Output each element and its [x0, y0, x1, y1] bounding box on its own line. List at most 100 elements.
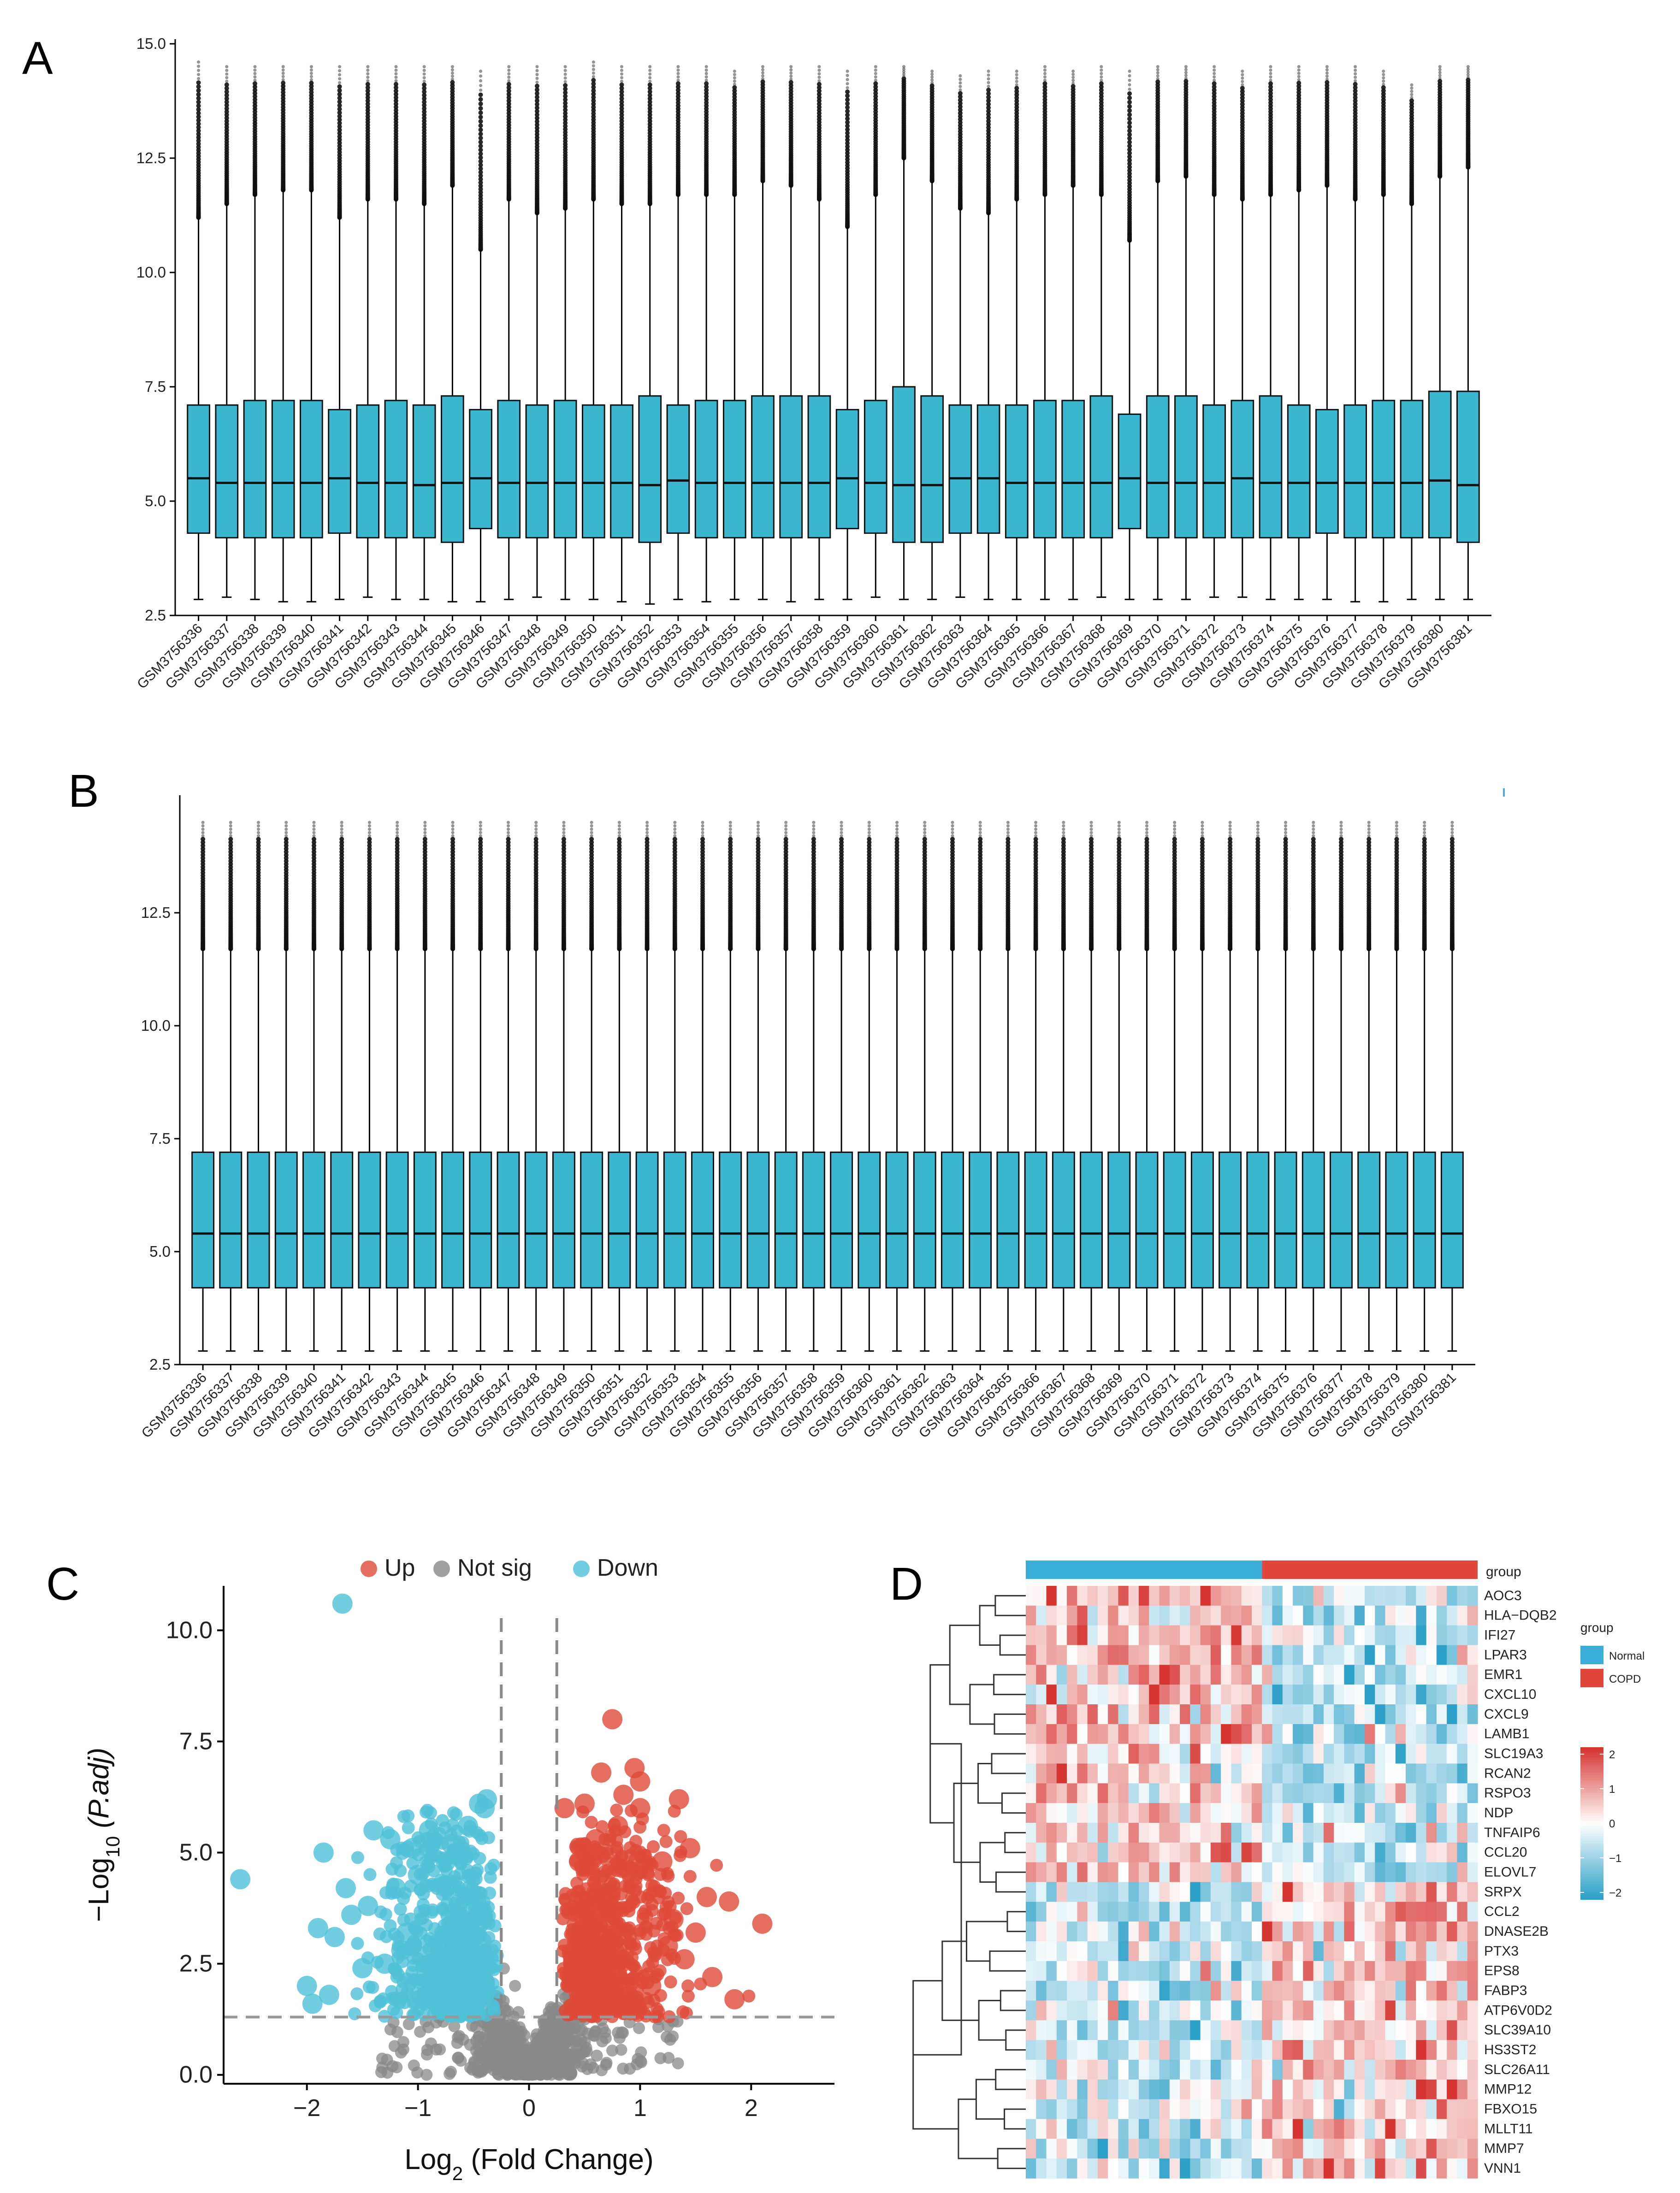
outlier-points [478, 821, 483, 952]
outlier-point [1184, 77, 1188, 80]
outlier-point [701, 831, 704, 834]
outlier-points [563, 65, 568, 211]
outlier-point [337, 131, 342, 136]
outlier-points [252, 65, 257, 197]
outlier-point [196, 111, 201, 116]
outlier-point [1015, 76, 1018, 80]
box [524, 1151, 548, 1289]
outlier-point [340, 821, 343, 824]
outlier-point [1127, 104, 1132, 109]
outlier-point [676, 68, 680, 72]
outlier-point [224, 106, 229, 111]
outlier-point [423, 828, 427, 831]
outlier-point [732, 85, 737, 90]
outlier-point [1043, 75, 1047, 79]
outlier-points [533, 821, 538, 952]
outlier-points [281, 65, 286, 193]
outlier-point [930, 78, 934, 82]
outlier-point [789, 65, 793, 69]
outlier-point [365, 92, 370, 97]
outlier-point [701, 828, 704, 831]
outlier-point [591, 95, 596, 100]
outlier-point [1410, 93, 1414, 96]
outlier-point [1156, 77, 1159, 81]
outlier-point [393, 98, 398, 103]
box [666, 404, 690, 534]
outlier-point [1184, 68, 1188, 71]
outlier-point [479, 824, 482, 828]
outlier-point [817, 68, 821, 72]
outlier-point [590, 824, 593, 828]
outlier-point [479, 828, 482, 831]
outlier-point [648, 79, 652, 83]
outlier-point [647, 103, 652, 108]
outlier-point [673, 831, 677, 834]
outlier-points [1240, 70, 1245, 202]
outlier-point [1100, 78, 1103, 82]
outlier-point [534, 98, 539, 103]
outlier-point [1127, 124, 1132, 130]
outlier-point [393, 85, 398, 90]
outlier-point [728, 837, 733, 842]
outlier-point [201, 834, 205, 838]
outlier-point [617, 824, 621, 828]
outlier-point [224, 112, 229, 118]
outlier-point [281, 83, 286, 89]
outlier-point [338, 65, 342, 69]
outlier-point [840, 824, 843, 828]
outlier-point [252, 94, 257, 99]
outlier-points [645, 821, 650, 952]
outlier-point [1241, 83, 1244, 87]
outlier-point [563, 90, 568, 95]
outlier-point [675, 94, 680, 99]
box [774, 1151, 798, 1289]
outlier-point [534, 119, 539, 124]
outlier-point [704, 94, 709, 99]
outlier-point [895, 828, 899, 831]
outlier-point [561, 837, 566, 842]
outlier-point [789, 71, 793, 75]
outlier-point [1042, 81, 1047, 86]
outlier-point [337, 106, 342, 112]
outlier-points [1212, 65, 1217, 197]
panel-label-d: D [890, 1558, 923, 1610]
outlier-point [562, 831, 566, 834]
outlier-point [647, 93, 652, 98]
y-tick-label: 2.5 [149, 1356, 171, 1373]
outlier-point [1241, 70, 1244, 73]
outlier-points [839, 821, 844, 952]
outlier-point [478, 140, 483, 145]
outlier-point [507, 68, 511, 72]
outlier-point [784, 821, 788, 824]
outlier-point [1071, 76, 1075, 79]
outlier-point [728, 821, 732, 824]
outlier-points [1296, 65, 1301, 193]
outlier-point [1240, 86, 1245, 91]
outlier-point [1213, 65, 1216, 69]
outlier-point [225, 72, 229, 76]
outlier-point [645, 824, 649, 828]
box [1287, 404, 1311, 538]
box [553, 400, 577, 538]
outlier-point [756, 837, 761, 842]
outlier-point [422, 76, 426, 79]
outlier-point [647, 96, 652, 101]
outlier-point [478, 151, 483, 156]
outlier-point [534, 132, 539, 137]
box [920, 395, 944, 543]
outlier-point [1213, 75, 1216, 79]
outlier-point [1438, 71, 1442, 74]
box [274, 1151, 298, 1289]
outlier-point [394, 65, 398, 69]
outlier-point [1128, 70, 1131, 73]
outlier-point [340, 828, 343, 831]
outlier-point [619, 89, 624, 95]
outlier-point [284, 821, 288, 824]
outlier-point [257, 821, 260, 824]
outlier-point [337, 117, 342, 122]
box [802, 1151, 825, 1289]
outlier-points [367, 821, 372, 952]
outlier-point [592, 60, 595, 64]
outlier-point [1269, 72, 1272, 76]
